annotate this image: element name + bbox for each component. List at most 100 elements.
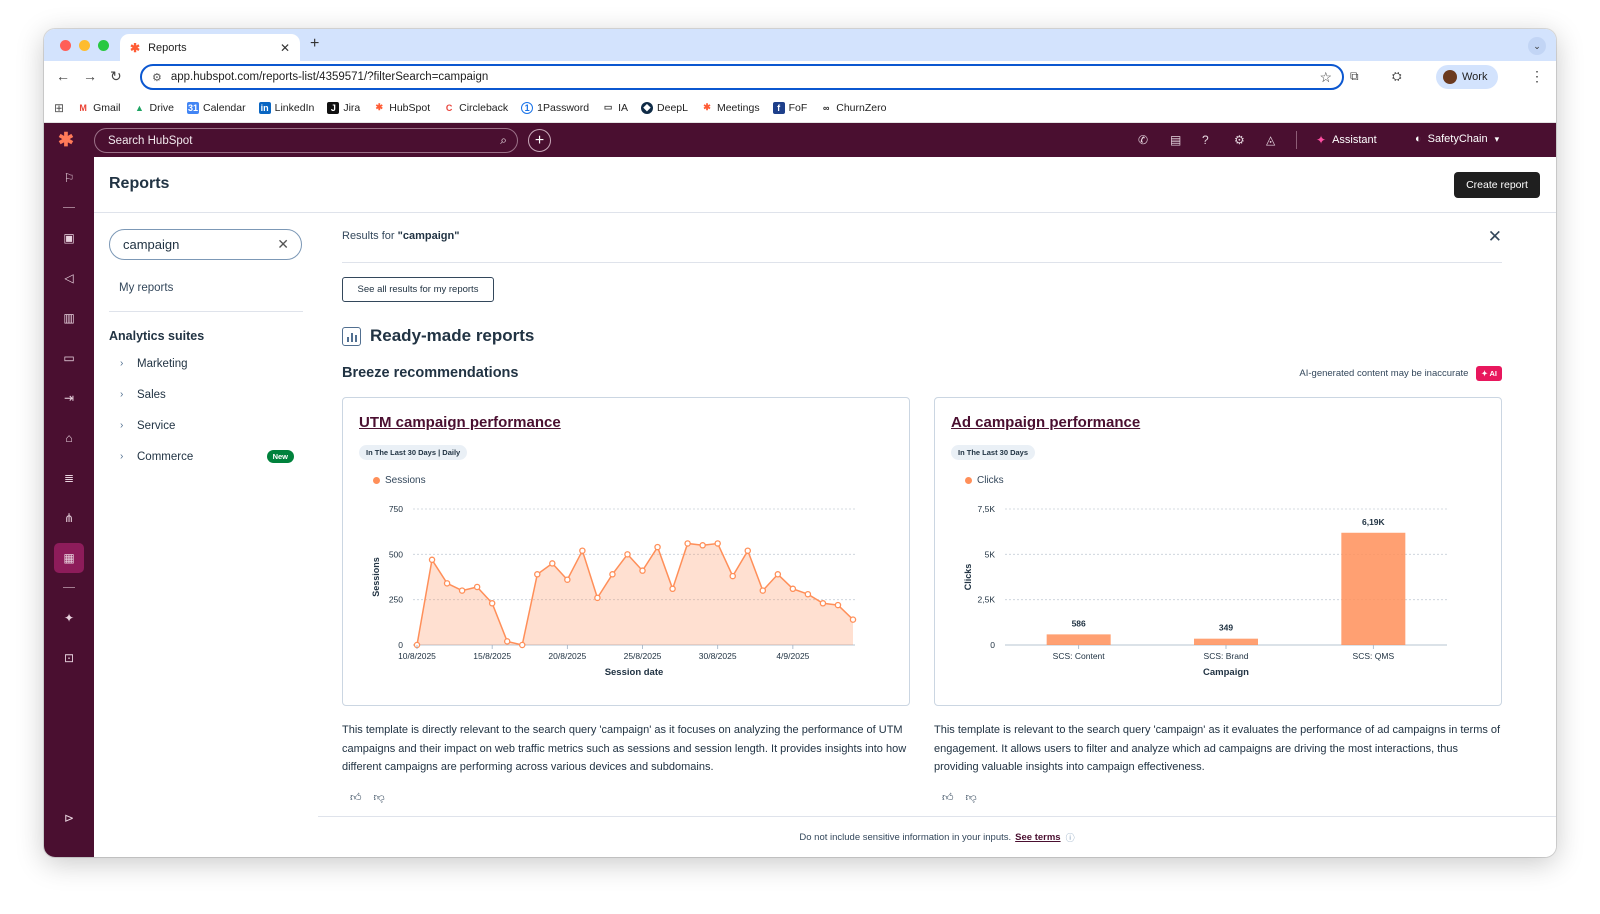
bar-value-label: 6,19K — [1362, 517, 1386, 527]
bookmark-jira[interactable]: J Jira — [327, 101, 360, 114]
hubspot-logo-icon[interactable]: ✱ — [58, 130, 74, 151]
minimize-window-button[interactable] — [79, 40, 90, 51]
hubspot-icon: ✱ — [375, 102, 384, 112]
suite-item-commerce[interactable]: › Commerce New — [109, 441, 303, 472]
browser-tab-reports[interactable]: ✱ Reports ✕ — [120, 34, 300, 61]
bookmark-churnzero[interactable]: ∞ ChurnZero — [820, 102, 886, 114]
report-title-link[interactable]: Ad campaign performance — [951, 414, 1141, 431]
page-header: Reports Create report — [94, 157, 1556, 213]
tab-close-icon[interactable]: ✕ — [279, 40, 290, 55]
legend-swatch — [373, 477, 380, 484]
bookmark-ia[interactable]: ▭ IA — [603, 101, 629, 114]
main-content: Reports Create report campaign ✕ My repo… — [94, 157, 1556, 857]
data-point — [458, 587, 466, 594]
new-tab-icon[interactable]: + — [310, 35, 320, 52]
thumbs-up-icon[interactable]: 👍︎ — [350, 792, 362, 804]
bookmark-star-icon[interactable]: ☆ — [1319, 68, 1332, 85]
bookmark-hubspot[interactable]: ✱ HubSpot — [373, 102, 430, 114]
data-point — [549, 560, 556, 567]
thumbs-up-icon[interactable]: 👍︎ — [942, 792, 954, 804]
report-card-ad[interactable]: Ad campaign performance In The Last 30 D… — [934, 397, 1502, 706]
report-search-value: campaign — [123, 237, 180, 252]
chart-legend: Sessions — [373, 475, 426, 486]
series-line — [416, 542, 854, 646]
data-point — [699, 542, 706, 549]
breeze-recommendations-heading: Breeze recommendations — [342, 365, 519, 381]
suite-item-service[interactable]: › Service — [109, 410, 303, 441]
y-tick-label: 2,5K — [978, 595, 996, 605]
create-report-button[interactable]: Create report — [1454, 172, 1540, 198]
automation-nav-icon[interactable]: ⇥ — [63, 391, 75, 405]
expand-sidebar-icon[interactable]: ⊳ — [63, 811, 75, 825]
assistant-button[interactable]: ✦ Assistant — [1316, 133, 1377, 147]
commerce-nav-icon[interactable]: ▭ — [63, 351, 75, 365]
url-field[interactable]: ⚙ app.hubspot.com/reports-list/4359571/?… — [140, 64, 1344, 90]
my-reports-link[interactable]: My reports — [119, 282, 174, 294]
left-nav-sidebar: ⚐ ▣ ◁ ▥ ▭ ⇥ ⌂ ≣ ⋔ ▦ ✦ ⊡ ⊳ — [44, 157, 94, 857]
report-card-utm[interactable]: UTM campaign performance In The Last 30 … — [342, 397, 910, 706]
clear-search-icon[interactable]: ✕ — [277, 236, 289, 252]
marketplace-icon[interactable]: ▤ — [1170, 133, 1182, 147]
bookmark-fof[interactable]: f FoF — [772, 101, 807, 114]
bookmark-meetings[interactable]: ✱ Meetings — [701, 102, 759, 114]
thumbs-down-icon[interactable]: 👎︎ — [965, 792, 977, 804]
breeze-nav-icon[interactable]: ✦ — [63, 611, 75, 625]
deepl-icon: ◆ — [641, 101, 654, 114]
suite-item-sales[interactable]: › Sales — [109, 379, 303, 410]
bookmarks-nav-icon[interactable]: ⚐ — [63, 171, 75, 185]
development-nav-icon[interactable]: ⊡ — [63, 651, 75, 665]
report-title-link[interactable]: UTM campaign performance — [359, 414, 561, 431]
bookmark-drive[interactable]: ▲ Drive — [135, 101, 174, 114]
service-nav-icon[interactable]: ⌂ — [65, 431, 73, 445]
notifications-bell-icon[interactable]: ◬ — [1266, 133, 1276, 147]
report-description: This template is directly relevant to th… — [342, 724, 907, 773]
see-all-results-button[interactable]: See all results for my reports — [342, 277, 494, 302]
tab-search-icon[interactable]: ⌄ — [1528, 37, 1546, 55]
apps-grid-icon[interactable]: ⊞ — [54, 100, 65, 115]
data-point — [849, 616, 857, 623]
back-icon[interactable]: ← — [56, 68, 70, 84]
browser-menu-icon[interactable]: ⋮ — [1530, 68, 1544, 84]
forward-icon[interactable]: → — [83, 68, 97, 84]
data-management-nav-icon[interactable]: ≣ — [63, 471, 75, 485]
maximize-window-button[interactable] — [98, 40, 109, 51]
marketing-nav-icon[interactable]: ◁ — [64, 271, 74, 285]
site-info-icon[interactable]: ⚙ — [152, 71, 162, 84]
reporting-nav-icon[interactable]: ▦ — [54, 543, 84, 573]
content-nav-icon[interactable]: ▥ — [63, 311, 75, 325]
suite-item-marketing[interactable]: › Marketing — [109, 348, 303, 379]
bookmark-1password[interactable]: 1 1Password — [521, 101, 589, 114]
reload-icon[interactable]: ↻ — [110, 68, 122, 84]
hubspot-search-input[interactable]: Search HubSpot ⌕ — [94, 128, 518, 153]
close-results-icon[interactable]: ✕ — [1487, 227, 1502, 246]
settings-gear-icon[interactable]: ⚙ — [1234, 133, 1245, 147]
y-tick-label: 5K — [985, 549, 996, 559]
avatar — [1443, 70, 1457, 84]
account-menu[interactable]: ◐ SafetyChain ▾ — [1415, 133, 1500, 145]
bookmark-deepl[interactable]: ◆ DeepL — [641, 101, 688, 114]
see-terms-link[interactable]: See terms — [1015, 831, 1061, 843]
thumbs-down-icon[interactable]: 👎︎ — [373, 792, 385, 804]
help-icon[interactable]: ? — [1202, 133, 1209, 147]
incognito-icon[interactable]: ⛭ — [1392, 69, 1402, 83]
data-point — [428, 556, 436, 564]
bookmark-linkedin[interactable]: in LinkedIn — [258, 101, 315, 114]
extensions-icon[interactable]: ⧉ — [1350, 69, 1359, 83]
info-icon: ⓘ — [1065, 832, 1075, 843]
chevron-right-icon: › — [120, 420, 124, 431]
bookmark-calendar[interactable]: 31 Calendar — [187, 101, 246, 114]
workflows-nav-icon[interactable]: ⋔ — [63, 511, 75, 525]
profile-button[interactable]: Work — [1436, 65, 1498, 89]
report-search-input[interactable]: campaign ✕ — [109, 229, 302, 260]
bookmark-circleback[interactable]: C Circleback — [443, 102, 508, 114]
close-window-button[interactable] — [60, 40, 71, 51]
phone-icon[interactable]: ✆ — [1138, 133, 1149, 147]
data-point — [443, 580, 451, 587]
chevron-right-icon: › — [120, 358, 124, 369]
crm-nav-icon[interactable]: ▣ — [63, 231, 75, 245]
bookmark-gmail[interactable]: M Gmail — [77, 102, 120, 114]
hubspot-top-nav: ✱ Search HubSpot ⌕ + ✆ ▤ ? ⚙ ◬ ✦ Assista… — [44, 123, 1556, 157]
results-divider — [342, 262, 1502, 263]
create-new-button[interactable]: + — [528, 129, 551, 152]
